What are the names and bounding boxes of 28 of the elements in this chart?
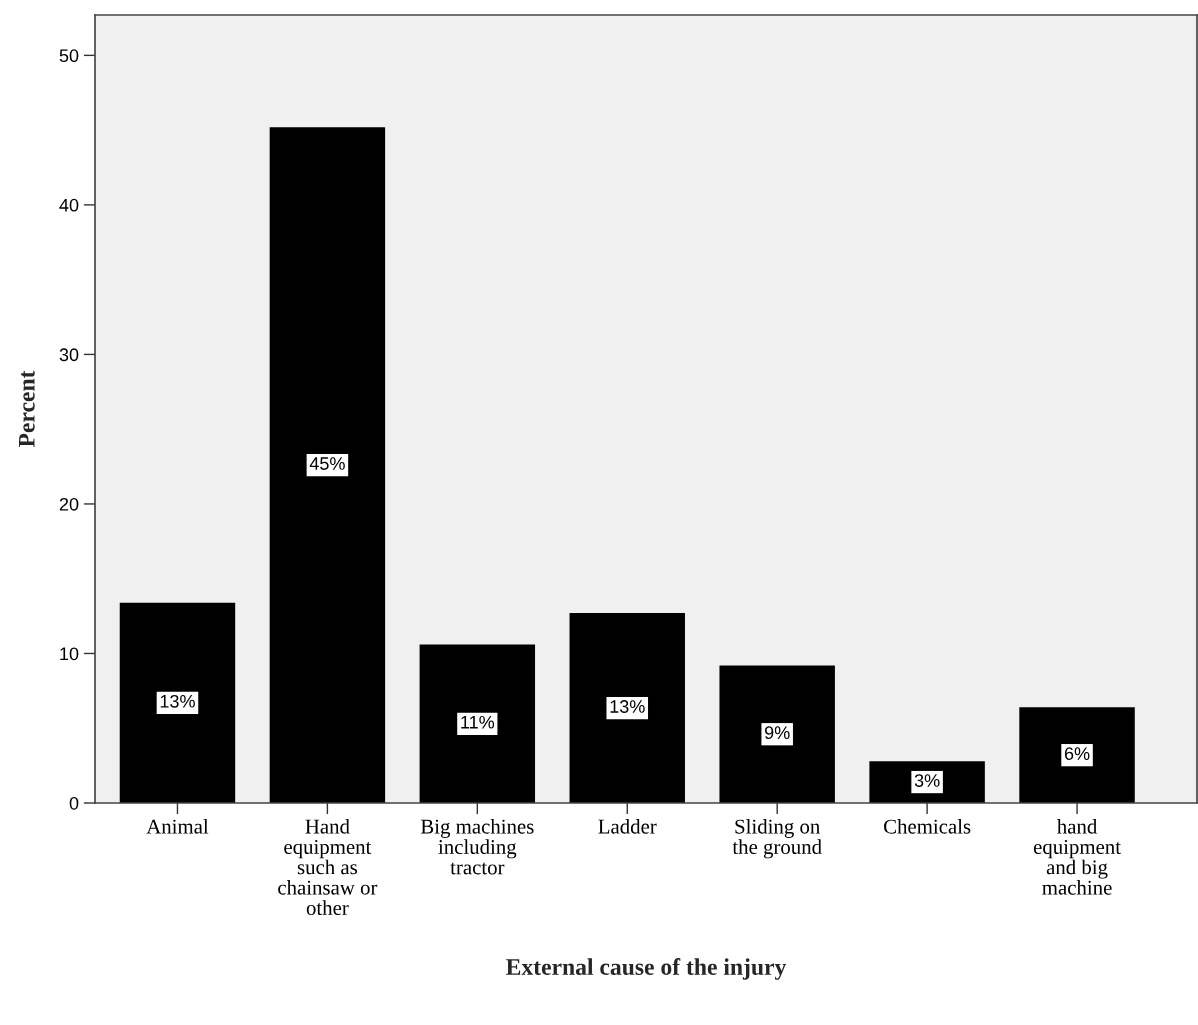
y-tick-label: 20 xyxy=(59,497,79,511)
x-tick-label: Sliding on the ground xyxy=(732,818,822,859)
bar xyxy=(119,602,236,803)
y-tick-label: 30 xyxy=(59,348,79,362)
y-tick-label: 40 xyxy=(59,198,79,212)
x-tick-label: Hand equipment such as chainsaw or other xyxy=(278,818,378,915)
x-tick-label: hand equipment and big machine xyxy=(1033,818,1121,895)
x-tick-label: Animal xyxy=(146,818,209,834)
y-tick-label: 0 xyxy=(69,796,79,810)
data-label: 11% xyxy=(461,715,495,729)
x-tick-label: Ladder xyxy=(598,818,657,834)
y-tick-label: 50 xyxy=(59,49,79,63)
data-label: 45% xyxy=(309,457,345,470)
bar xyxy=(719,665,835,803)
bar xyxy=(269,127,386,803)
bar xyxy=(569,613,685,803)
data-label: 6% xyxy=(1064,747,1090,760)
data-label: 9% xyxy=(764,726,790,740)
y-axis-title: Percent xyxy=(19,370,35,448)
x-tick-label: Chemicals xyxy=(884,818,971,834)
y-tick-label: 10 xyxy=(60,647,79,661)
data-label: 13% xyxy=(610,700,645,713)
x-tick-label: Big machines including tractor xyxy=(420,818,534,875)
bar xyxy=(419,644,536,803)
bar xyxy=(1019,707,1135,803)
data-label: 3% xyxy=(914,774,940,787)
data-label: 13% xyxy=(160,694,195,708)
x-axis-title: External cause of the injury xyxy=(506,958,787,980)
